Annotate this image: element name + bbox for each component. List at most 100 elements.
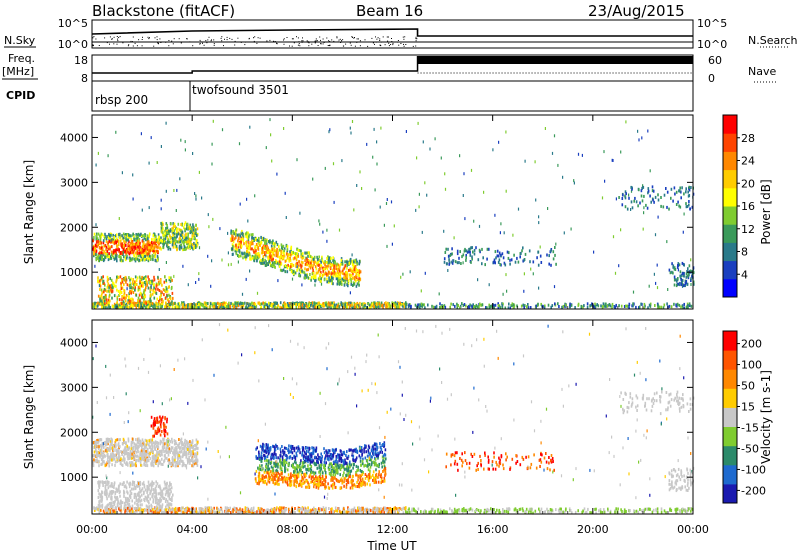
echo-cell (286, 270, 289, 274)
echo-cell (147, 286, 150, 290)
echo-cell (277, 279, 279, 283)
echo-cell (536, 256, 538, 260)
echo-cell (141, 245, 144, 249)
echo-cell (340, 257, 343, 261)
nsky-dot (276, 42, 277, 44)
echo-cell (340, 301, 342, 305)
echo-cell (353, 509, 356, 513)
echo-cell (291, 251, 293, 255)
echo-cell (552, 250, 555, 254)
echo-cell (295, 255, 298, 259)
echo-cell (232, 231, 235, 235)
echo-cell (147, 252, 149, 256)
echo-cell (270, 304, 273, 308)
echo-cell (507, 256, 510, 260)
nsky-dot (404, 36, 406, 38)
echo-cell (430, 507, 433, 511)
echo-cell (302, 301, 305, 305)
echo-cell (161, 239, 163, 243)
echo-cell (641, 186, 643, 190)
echo-cell (212, 119, 214, 123)
echo-cell (323, 304, 325, 308)
echo-cell (620, 150, 622, 154)
echo-cell (685, 275, 688, 279)
echo-cell (262, 244, 265, 248)
nsky-dot (189, 41, 191, 43)
echo-cell (356, 269, 359, 272)
echo-cell (175, 209, 177, 212)
echo-cell (247, 246, 249, 250)
echo-cell (210, 506, 212, 510)
echo-cell (443, 257, 446, 261)
nsky-dot (390, 44, 392, 45)
echo-cell (465, 249, 468, 253)
echo-cell (305, 304, 308, 308)
echo-cell (108, 239, 111, 243)
echo-cell (328, 256, 330, 260)
echo-cell (146, 240, 149, 244)
echo-cell (95, 253, 97, 256)
nsky-dot (254, 36, 256, 38)
nsky-dot (329, 44, 331, 46)
echo-cell (668, 207, 670, 211)
nsky-dot (298, 41, 300, 43)
echo-cell (342, 302, 345, 306)
echo-cell (273, 264, 276, 268)
nsky-dot (315, 38, 317, 40)
echo-cell (245, 232, 247, 236)
echo-cell (680, 305, 682, 309)
echo-cell (246, 302, 248, 306)
echo-cell (142, 242, 144, 246)
echo-cell (196, 232, 199, 236)
echo-cell (165, 226, 167, 230)
echo-cell (242, 239, 245, 243)
echo-cell (182, 248, 184, 252)
echo-cell (465, 254, 467, 257)
echo-cell (305, 275, 307, 279)
echo-cell (185, 304, 188, 308)
echo-cell (194, 229, 196, 233)
nsky-dot (248, 38, 250, 40)
echo-cell (355, 284, 358, 288)
echo-cell (520, 304, 523, 308)
echo-cell (249, 125, 251, 129)
echo-cell (141, 239, 144, 243)
echo-cell (121, 306, 124, 309)
echo-cell (343, 305, 345, 309)
echo-cell (244, 507, 247, 511)
echo-cell (132, 250, 135, 254)
echo-cell (100, 246, 103, 250)
nsky-dot (234, 40, 236, 42)
echo-cell (109, 288, 112, 292)
echo-cell (118, 294, 120, 297)
echo-cell (194, 303, 196, 307)
echo-cell (128, 507, 131, 511)
echo-cell (464, 247, 466, 251)
echo-cell (651, 185, 654, 189)
echo-cell (108, 252, 110, 256)
echo-cell (333, 303, 336, 307)
echo-cell (584, 511, 587, 515)
echo-cell (462, 253, 465, 257)
echo-cell (320, 507, 322, 511)
echo-cell (351, 253, 353, 257)
echo-cell (227, 511, 229, 515)
echo-cell (99, 241, 101, 245)
echo-cell (251, 236, 254, 239)
echo-cell (123, 247, 126, 251)
echo-cell (256, 238, 258, 242)
echo-cell (334, 304, 337, 308)
echo-cell (331, 275, 333, 279)
echo-cell (126, 234, 129, 238)
echo-cell (190, 306, 193, 310)
echo-cell (121, 280, 124, 284)
echo-cell (506, 250, 509, 254)
echo-cell (307, 259, 309, 263)
echo-cell (272, 251, 274, 255)
nsky-dot (156, 39, 158, 41)
echo-cell (147, 275, 149, 279)
echo-cell (104, 295, 107, 299)
echo-cell (198, 246, 201, 250)
echo-cell (539, 245, 541, 249)
